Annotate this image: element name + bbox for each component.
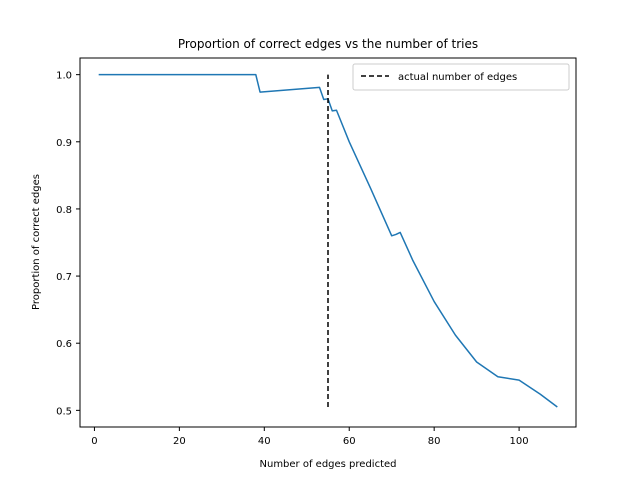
chart-title: Proportion of correct edges vs the numbe… <box>178 37 478 51</box>
y-axis: 0.5 0.6 0.7 0.8 0.9 1.0 <box>56 71 80 417</box>
x-tick-label: 80 <box>428 436 441 447</box>
plot-area <box>98 73 558 408</box>
x-tick-label: 100 <box>510 436 529 447</box>
plot-frame <box>79 57 577 428</box>
legend-label-actual-number-of-edges: actual number of edges <box>398 72 517 83</box>
x-tick-label: 20 <box>173 436 186 447</box>
y-tick-label: 0.7 <box>56 272 72 283</box>
x-axis-label: Number of edges predicted <box>260 459 397 470</box>
y-tick-label: 0.8 <box>56 205 72 216</box>
x-tick-label: 60 <box>343 436 356 447</box>
y-tick-label: 0.6 <box>56 339 72 350</box>
y-tick-label: 1.0 <box>56 71 72 82</box>
x-axis: 0 20 40 60 80 100 <box>91 427 529 447</box>
y-tick-label: 0.9 <box>56 138 72 149</box>
x-tick-label: 40 <box>258 436 271 447</box>
y-tick-label: 0.5 <box>56 406 72 417</box>
legend-box <box>352 63 570 91</box>
legend: actual number of edges <box>352 63 570 91</box>
x-tick-label: 0 <box>91 436 97 447</box>
y-axis-label: Proportion of correct edges <box>31 174 42 310</box>
series-line-main <box>98 73 558 408</box>
